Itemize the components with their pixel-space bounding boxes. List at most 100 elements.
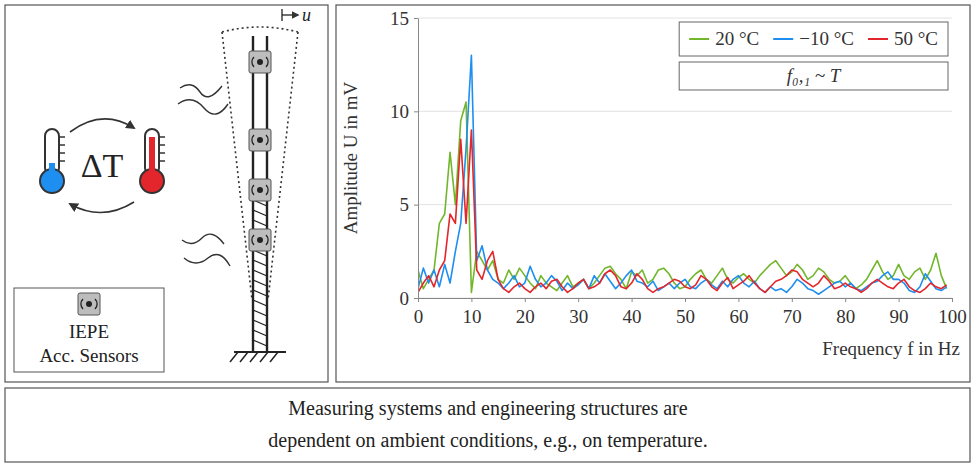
thermometer-part [159, 136, 165, 138]
x-tick-mark [525, 298, 526, 302]
legend-item: 50 °C [868, 28, 938, 49]
grid-line [418, 204, 952, 205]
air-flow [182, 234, 224, 244]
sensor-icon [78, 293, 100, 315]
y-tick-mark [414, 205, 418, 206]
thermometer-part [59, 152, 65, 154]
temperature-label: ΔT [81, 147, 124, 184]
legend-box [679, 22, 948, 56]
x-tick-label: 20 [516, 306, 535, 327]
x-tick: 40 [623, 298, 642, 327]
x-tick-label: 40 [623, 306, 642, 327]
tower-brace [253, 210, 267, 216]
tower-brace [253, 330, 267, 336]
x-tick-label: 0 [414, 306, 424, 327]
y-axis: 0 5 10 15 [390, 8, 419, 309]
sensor-part [257, 187, 263, 193]
caption-line: Measuring systems and engineering struct… [288, 397, 687, 420]
sensor-icon [249, 51, 271, 73]
x-tick-mark [685, 298, 686, 302]
sensor-part [78, 293, 100, 315]
x-axis-title: Frequency f in Hz [822, 338, 960, 359]
tower-brace [253, 280, 267, 286]
tower-brace [253, 220, 267, 226]
arrow [70, 119, 134, 132]
diagram: ΔTuIEPEAcc. Sensors [14, 5, 311, 372]
sensor-part [252, 235, 268, 245]
thermometer-part [145, 129, 159, 175]
sensor-part [257, 59, 263, 65]
x-tick-label: 100 [938, 306, 967, 327]
tower-brace [253, 310, 267, 316]
tower-brace [253, 260, 267, 266]
x-tick-label: 30 [569, 306, 588, 327]
x-tick-mark [738, 298, 739, 302]
sensor-part [86, 301, 92, 307]
x-tick-mark [632, 298, 633, 302]
sensor-part [257, 237, 263, 243]
sensor-legend-box [14, 288, 164, 372]
x-tick: 10 [462, 298, 481, 327]
air-flow [184, 254, 230, 266]
sensor-part [249, 129, 271, 151]
x-tick-mark [952, 298, 953, 302]
x-tick-mark [899, 298, 900, 302]
x-axis: 0102030405060708090100 [414, 298, 967, 327]
thermometer-part [159, 144, 165, 146]
x-tick: 20 [516, 298, 535, 327]
legend-label: 50 °C [894, 28, 938, 49]
deflection-envelope [222, 27, 298, 300]
annotation: f₀,₁ ~ T [679, 62, 948, 90]
x-tick-label: 60 [729, 306, 748, 327]
legend-label: −10 °C [799, 28, 854, 49]
caption-panel [5, 388, 970, 462]
thermometer-part [59, 160, 65, 162]
ground-hatch [270, 352, 278, 362]
x-tick: 50 [676, 298, 695, 327]
thermometer-part [159, 152, 165, 154]
ground-hatch [250, 352, 258, 362]
tower-brace [253, 300, 267, 306]
y-tick: 15 [390, 8, 418, 29]
sensor-legend-label: IEPE [69, 321, 109, 342]
thermometer-part [159, 160, 165, 162]
tower-brace [253, 290, 267, 296]
y-tick-mark [414, 298, 418, 299]
grid-line [418, 18, 952, 19]
x-tick: 60 [729, 298, 748, 327]
legend-swatch [689, 38, 709, 40]
arrow [70, 202, 134, 213]
y-tick-label: 10 [390, 101, 409, 122]
x-tick-mark [845, 298, 846, 302]
chart-panel [336, 5, 970, 382]
sensor-icon [249, 129, 271, 151]
caption-line: dependent on ambient conditions, e.g., o… [268, 429, 707, 452]
legend-label: 20 °C [715, 28, 759, 49]
u-arrow [282, 14, 298, 15]
legend-item: 20 °C [689, 28, 759, 49]
sensor-part [252, 57, 268, 67]
sensor-part [249, 179, 271, 201]
sensor-part [81, 299, 97, 309]
sensor-icon [249, 229, 271, 251]
grid-line [418, 111, 952, 112]
legend: 20 °C −10 °C 50 °C [679, 22, 948, 56]
x-tick-mark [578, 298, 579, 302]
sensor-part [252, 135, 268, 145]
left-panel [5, 5, 328, 382]
figure: 0102030405060708090100051015Frequency f … [0, 0, 976, 467]
tower-brace [253, 320, 267, 326]
y-tick: 0 [400, 288, 419, 309]
thermometer-part [49, 163, 55, 175]
tower-brace [253, 340, 267, 346]
x-tick-label: 80 [836, 306, 855, 327]
x-tick-mark [418, 298, 419, 302]
displacement-label: u [302, 5, 311, 25]
air-flow [178, 100, 228, 114]
sensor-part [257, 137, 263, 143]
series-line [418, 130, 947, 292]
x-tick: 100 [938, 298, 967, 327]
thermometer [40, 129, 65, 193]
y-tick: 5 [400, 194, 419, 215]
grid [418, 18, 952, 298]
